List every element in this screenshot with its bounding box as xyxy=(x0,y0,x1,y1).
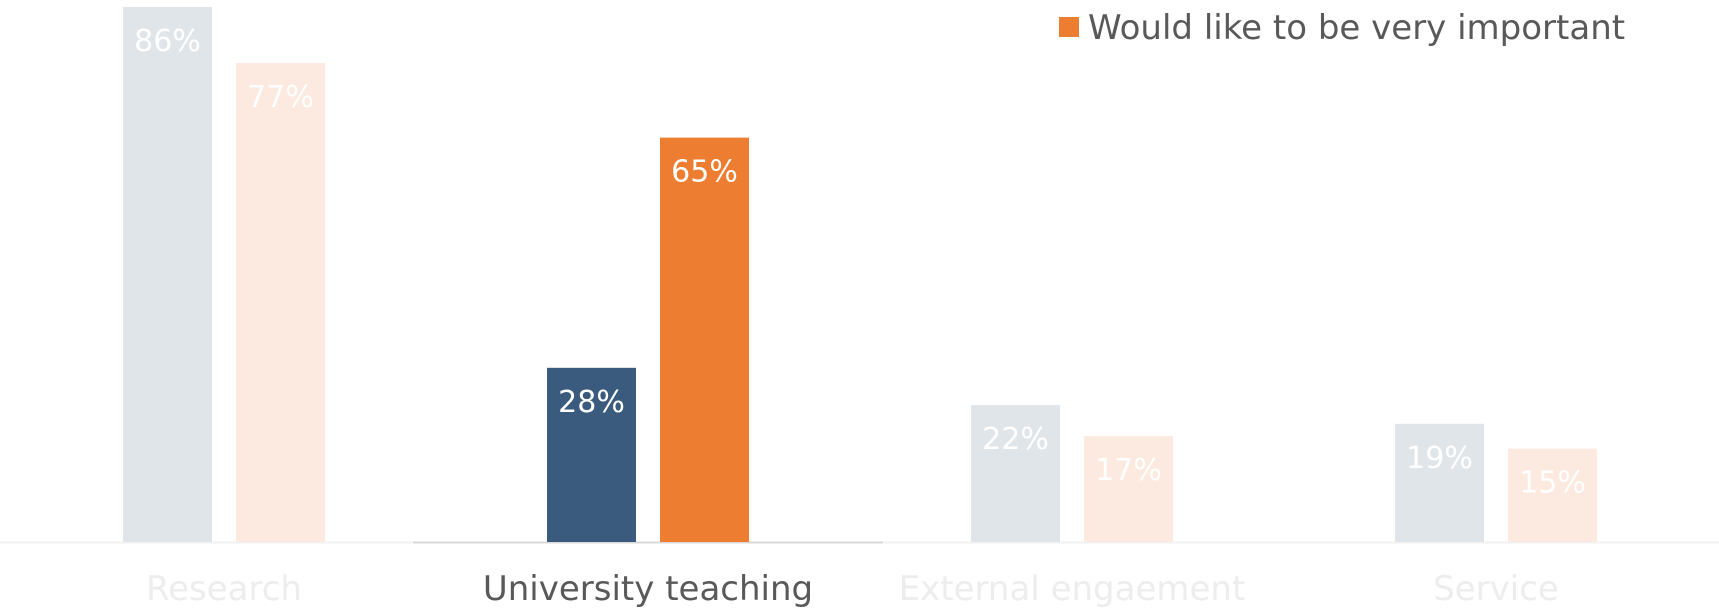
bar-would-like-1 xyxy=(660,137,749,543)
legend: Would like to be very important xyxy=(1059,8,1625,48)
category-label: University teaching xyxy=(483,569,813,609)
bar-value-label: 22% xyxy=(982,422,1049,457)
legend-swatch xyxy=(1059,17,1079,37)
bar-would-like-0 xyxy=(236,62,325,542)
bar-value-label: 28% xyxy=(558,385,625,420)
category-label: Service xyxy=(1433,569,1559,609)
category-label: External engaement xyxy=(899,569,1246,609)
bar-currently-1 xyxy=(547,367,636,542)
bar-value-label: 15% xyxy=(1519,466,1586,501)
bar-value-label: 65% xyxy=(671,155,738,190)
bar-value-label: 86% xyxy=(134,24,201,59)
bar-currently-0 xyxy=(123,7,212,542)
categories-layer: Research University teaching External enga… xyxy=(146,569,1559,609)
bar-would-like-3 xyxy=(1508,448,1597,542)
bar-currently-3 xyxy=(1395,423,1484,542)
bars-layer xyxy=(123,7,1597,543)
bar-would-like-2 xyxy=(1084,436,1173,542)
bar-value-label: 19% xyxy=(1406,441,1473,476)
bar-value-label: 77% xyxy=(247,80,314,115)
labels-layer: 86% 77% 28% 65% 22% 17% 19% 15% xyxy=(134,24,1586,501)
legend-label: Would like to be very important xyxy=(1088,8,1625,48)
bar-value-label: 17% xyxy=(1095,453,1162,488)
bar-currently-2 xyxy=(971,405,1060,542)
category-label: Research xyxy=(146,569,302,609)
